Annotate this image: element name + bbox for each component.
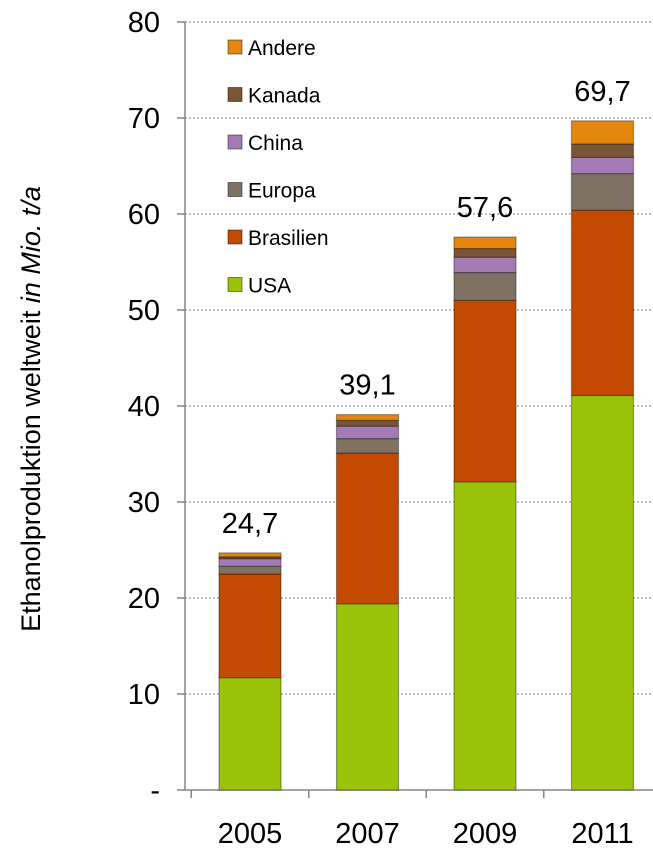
bar-segment-kanada [335,419,400,427]
bar-segment-kanada [570,143,635,158]
legend-item-kanada: Kanada [227,85,321,108]
y-tick-label: 50 [128,295,160,327]
legend-label: USA [248,275,291,298]
y-tick-label: 10 [128,679,160,711]
bar-segment-europa [570,173,635,211]
bar-segment-europa [218,565,282,575]
total-label: 69,7 [574,76,630,108]
legend-swatch [227,277,243,292]
legend-label: China [248,132,303,155]
legend-swatch [227,182,243,197]
x-tick-label: 2007 [335,818,400,849]
axes: - 10 20 30 40 50 60 70 80 2005 2007 2009 2011 [128,7,653,849]
y-tick-label: - [150,775,160,807]
x-tick-label: 2005 [218,818,283,849]
legend-swatch [227,134,243,150]
legend-label: Brasilien [248,227,329,250]
bar-segment-china [335,425,400,440]
y-tick-label: 70 [128,103,160,135]
bar-segment-brasilien [335,452,400,605]
legend: Andere Kanada China Europa Brasilien USA [227,37,329,298]
y-axis-label: Ethanolproduktion weltweit in Mio. t/a [16,186,46,632]
y-tick-label: 80 [128,7,160,39]
bar-segment-usa [335,603,400,791]
bar-segment-brasilien [453,299,517,483]
legend-swatch [227,39,243,55]
legend-swatch [227,229,243,245]
bar-segment-andere [335,414,400,422]
y-tick-label: 40 [128,391,160,423]
legend-label: Andere [248,37,316,60]
legend-item-usa: USA [227,275,291,298]
bars [218,120,635,791]
bar-segment-brasilien [218,573,282,679]
bar-segment-brasilien [570,209,635,397]
legend-label: Europa [248,180,316,203]
legend-item-europa: Europa [227,180,316,203]
bar-segment-usa [218,677,282,791]
total-label: 39,1 [339,370,395,402]
bar-segment-kanada [453,247,517,258]
legend-swatch [227,87,243,102]
y-axis-label-main: Ethanolproduktion weltweit [16,303,46,632]
legend-item-brasilien: Brasilien [227,227,329,250]
total-labels: 24,7 39,1 57,6 69,7 [222,76,631,540]
bar-segment-europa [453,271,517,301]
bar-segment-usa [453,481,517,791]
y-tick-label: 20 [128,583,160,615]
legend-item-china: China [227,132,303,155]
bar-segment-china [218,558,282,567]
bar-segment-usa [570,394,635,791]
bar-segment-china [453,256,517,274]
legend-label: Kanada [248,85,321,108]
bar-segment-china [570,156,635,175]
bar-segment-europa [335,438,400,454]
total-label: 57,6 [457,192,513,224]
legend-item-andere: Andere [227,37,316,60]
y-tick-label: 60 [128,199,160,231]
y-tick-label: 30 [128,487,160,519]
bar-segment-andere [218,552,282,558]
bar-segment-andere [453,236,517,250]
y-axis-label-unit: in Mio. t/a [16,186,46,303]
total-label: 24,7 [222,508,278,540]
bar-segment-andere [570,120,635,145]
x-tick-label: 2011 [571,818,633,849]
x-tick-label: 2009 [453,818,518,849]
